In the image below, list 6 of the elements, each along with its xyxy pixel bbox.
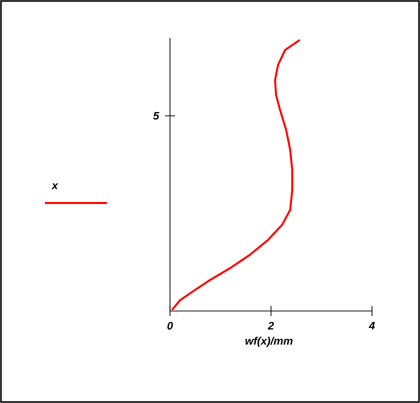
text: 5: [153, 112, 160, 120]
x-tick-label: 2: [268, 322, 274, 330]
x-tick-label: 4: [368, 322, 375, 330]
x-tick-label: 0: [167, 322, 173, 330]
text: x: [51, 183, 58, 190]
x-axis-title: wf(x)/mm: [245, 336, 293, 347]
